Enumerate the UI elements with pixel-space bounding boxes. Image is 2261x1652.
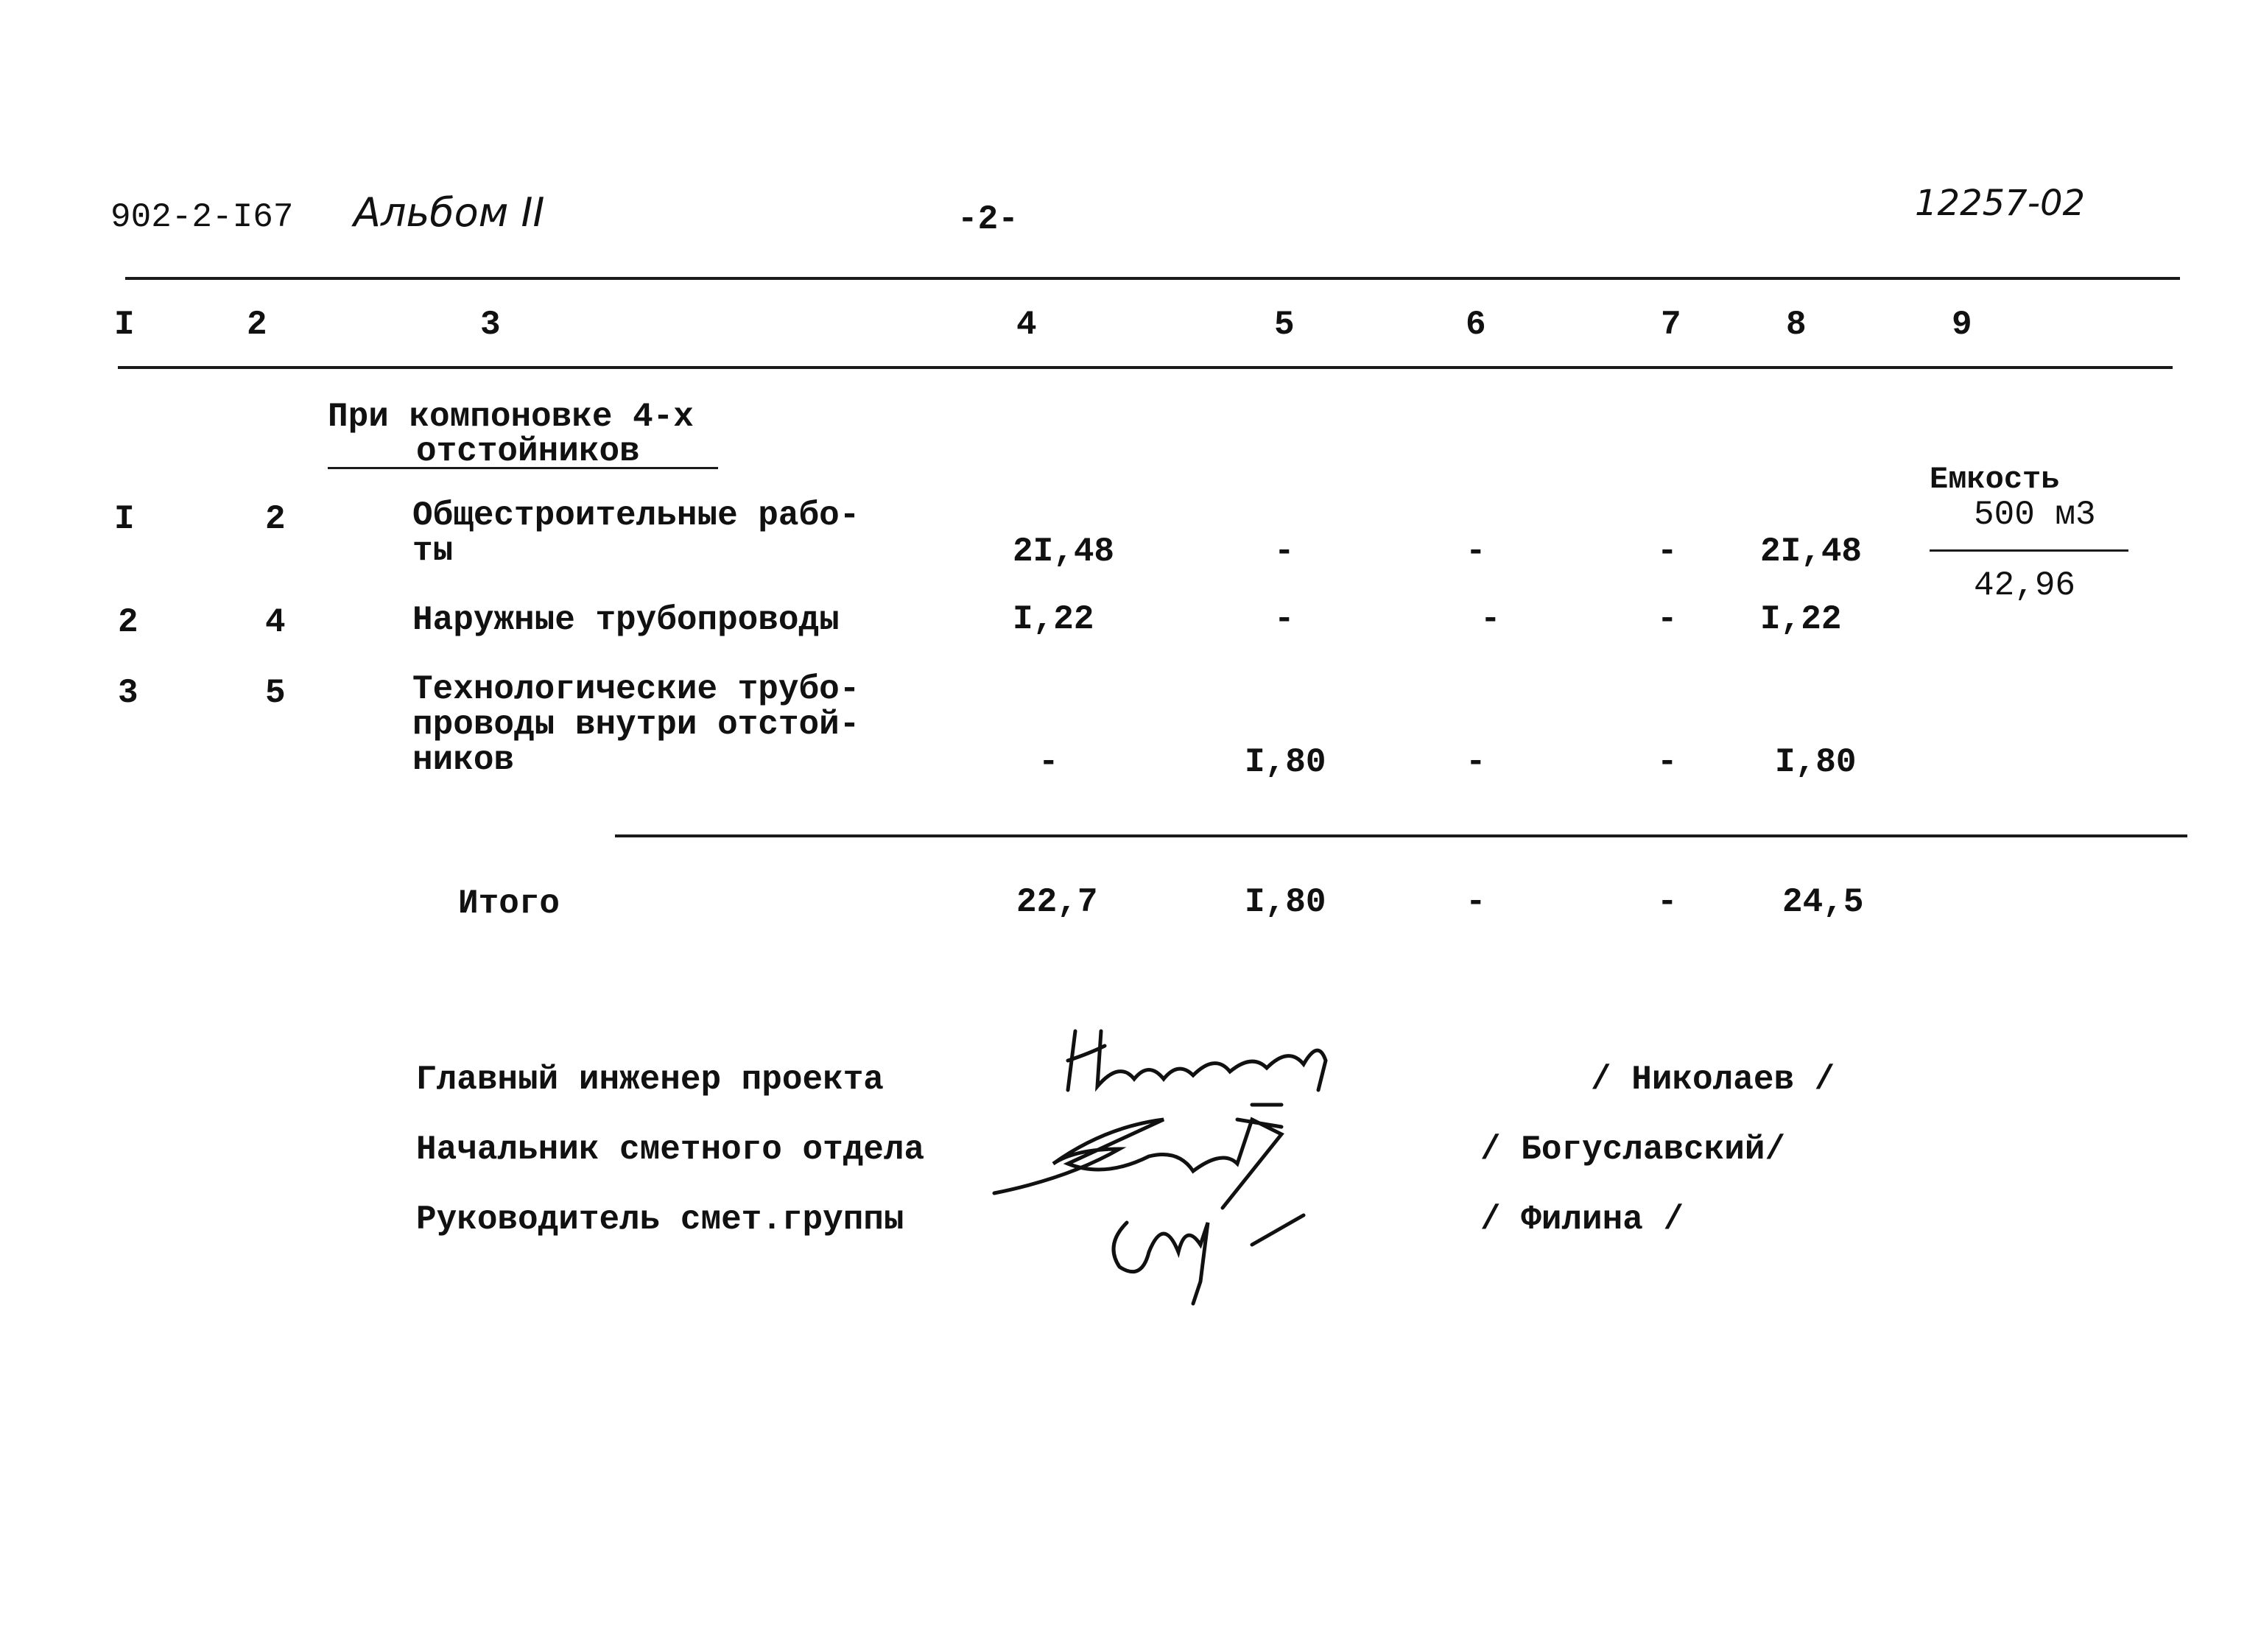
total-col5: I,80 [1245, 883, 1326, 921]
signature-boguslavsky [992, 1103, 1284, 1210]
project-code: 902-2-I67 [110, 198, 294, 236]
total-col7: - [1657, 883, 1678, 921]
capacity-value: 42,96 [1974, 566, 2076, 605]
signature-name-chief-engineer: / Николаев / [1591, 1061, 1835, 1099]
signature-role-group-lead: Руководитель смет.группы [416, 1201, 904, 1239]
album-label: Альбом II [354, 189, 545, 236]
col-header-9: 9 [1952, 306, 1972, 344]
signature-filina [1111, 1213, 1306, 1306]
row-col8: I,80 [1775, 743, 1857, 781]
row-number: I [114, 500, 135, 538]
signature-role-chief-engineer: Главный инженер проекта [416, 1061, 884, 1099]
row-col6: - [1466, 743, 1486, 781]
row-col4: - [1038, 743, 1059, 781]
signature-nikolaev [1066, 1029, 1328, 1092]
capacity-label: Емкость [1930, 462, 2060, 497]
col-header-8: 8 [1786, 306, 1807, 344]
col-header-2: 2 [247, 306, 267, 344]
row-col6: - [1466, 532, 1486, 571]
row-col5: I,80 [1245, 743, 1326, 781]
capacity-volume: 500 м3 [1974, 496, 2096, 534]
total-col4: 22,7 [1016, 883, 1098, 921]
col-header-6: 6 [1466, 306, 1486, 344]
row-col4: I,22 [1013, 600, 1094, 639]
signature-role-estimate-head: Начальник сметного отдела [416, 1131, 925, 1169]
section-title-line1: При компоновке 4-х [328, 398, 694, 436]
row-name: Наружные трубопроводы [412, 601, 840, 639]
row-name: Общестроительные рабо- ты [412, 496, 860, 570]
row-col7: - [1657, 600, 1678, 639]
total-col8: 24,5 [1782, 883, 1864, 921]
total-col6: - [1466, 883, 1486, 921]
doc-number: 12257-02 [1915, 183, 2086, 224]
row-col5: - [1274, 600, 1295, 639]
row-number: 2 [118, 603, 138, 642]
total-label: Итого [458, 885, 560, 923]
row-name: Технологические трубо- проводы внутри от… [412, 670, 860, 779]
row-col8: 2I,48 [1760, 532, 1863, 571]
row-code: 4 [265, 603, 286, 642]
page-number: -2- [957, 200, 1019, 239]
signature-name-estimate-head: / Богуславский/ [1480, 1131, 1786, 1169]
header-rule-bottom [118, 366, 2173, 369]
row-col5: - [1274, 532, 1295, 571]
col-header-4: 4 [1016, 306, 1037, 344]
header-rule-top [125, 277, 2180, 280]
col-header-1: I [114, 306, 135, 344]
row-col4: 2I,48 [1013, 532, 1115, 571]
row-col7: - [1657, 532, 1678, 571]
row-code: 2 [265, 500, 286, 538]
fraction-line [1930, 549, 2128, 552]
section-title-line2: отстойников [416, 432, 640, 471]
col-header-3: 3 [480, 306, 501, 344]
section-underline [328, 467, 718, 469]
col-header-5: 5 [1274, 306, 1295, 344]
row-col7: - [1657, 743, 1678, 781]
row-col6: - [1480, 600, 1501, 639]
row-number: 3 [118, 674, 138, 712]
col-header-7: 7 [1661, 306, 1681, 344]
row-code: 5 [265, 674, 286, 712]
signature-name-group-lead: / Филина / [1480, 1201, 1684, 1239]
row-col8: I,22 [1760, 600, 1842, 639]
total-rule [615, 834, 2187, 837]
